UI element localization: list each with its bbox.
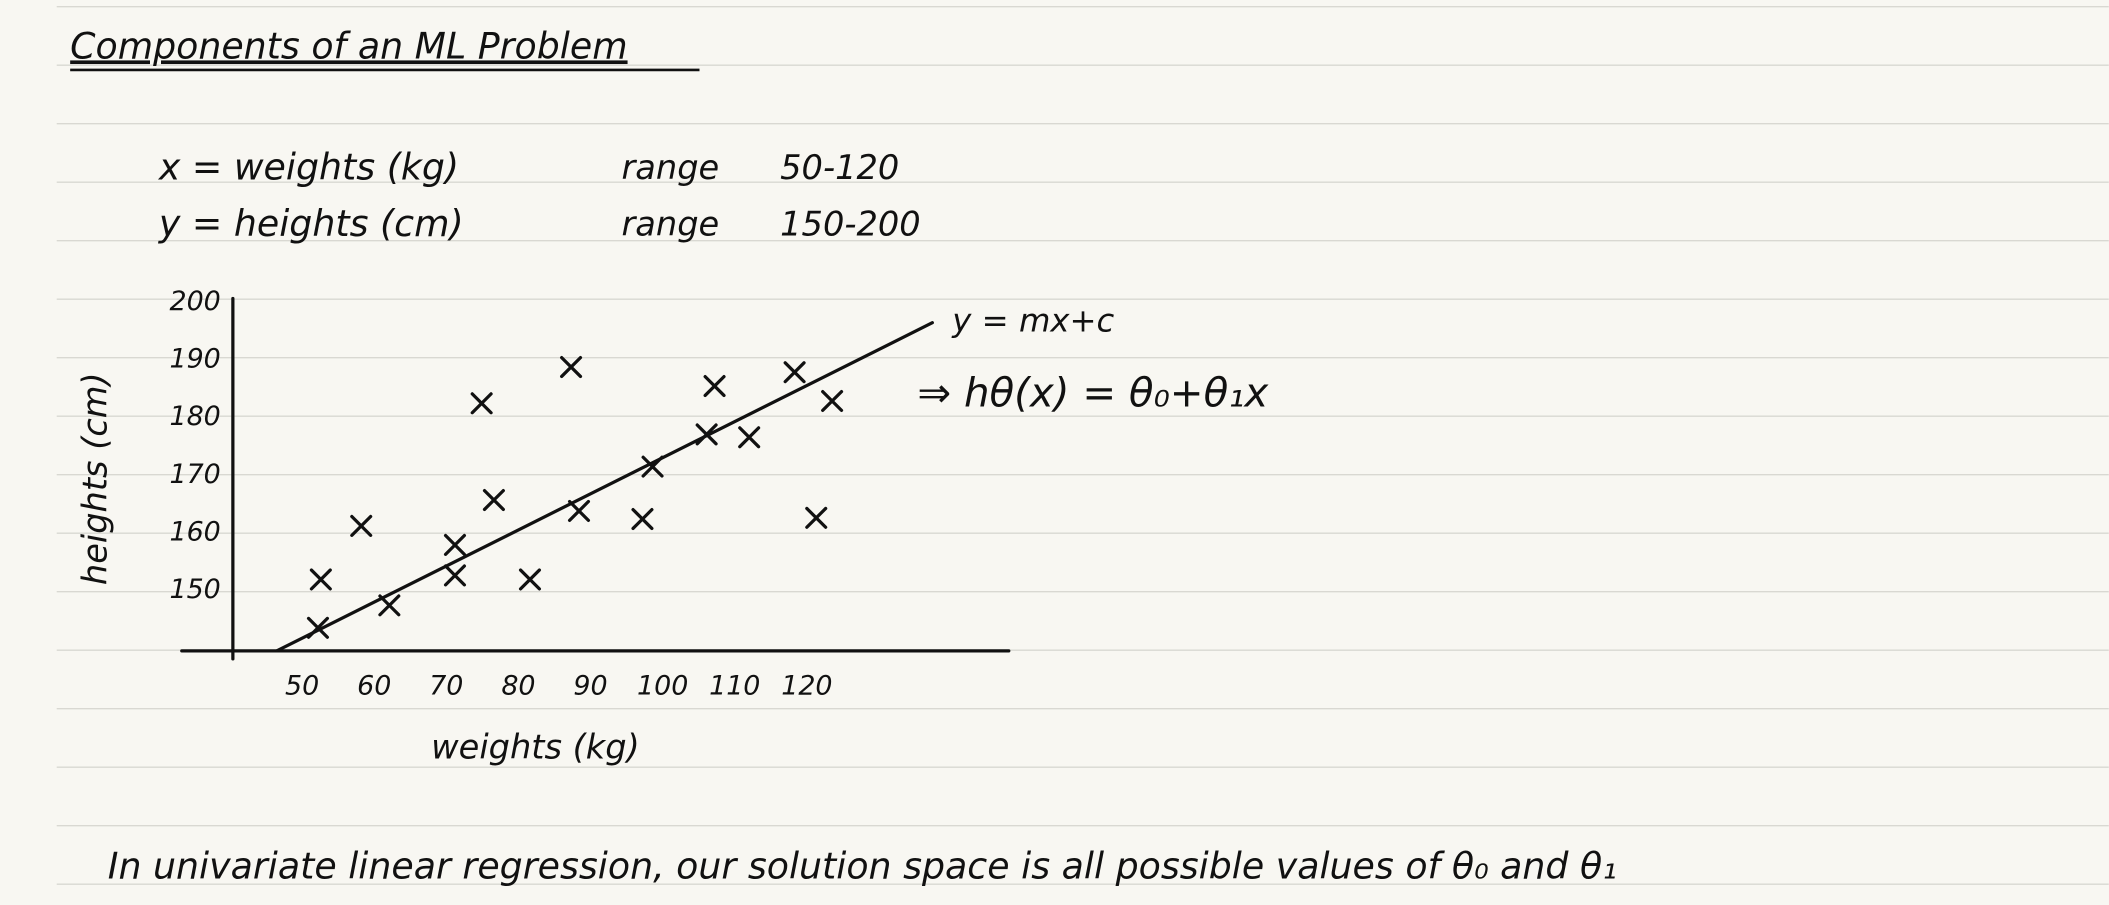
y-tick-label: 150 bbox=[169, 574, 220, 605]
data-point bbox=[443, 533, 466, 556]
y-tick-label: 190 bbox=[169, 344, 220, 375]
definition-range: 50-120 bbox=[780, 148, 899, 187]
definition-range: 150-200 bbox=[780, 204, 920, 243]
data-point bbox=[470, 392, 493, 415]
definition-variable: x = weights (kg) bbox=[158, 145, 459, 188]
definition-range-word: range bbox=[621, 204, 719, 243]
data-point bbox=[738, 426, 761, 449]
y-tick-label: 170 bbox=[169, 459, 220, 490]
x-axis-label: weights (kg) bbox=[431, 728, 640, 767]
data-point bbox=[309, 568, 332, 591]
ruled-lines bbox=[56, 6, 2109, 885]
data-point bbox=[631, 507, 654, 531]
data-point bbox=[378, 594, 401, 617]
data-point bbox=[482, 488, 505, 512]
x-tick-label: 90 bbox=[573, 671, 607, 702]
x-tick-label: 80 bbox=[501, 671, 535, 702]
scatter-chart: 50 60 70 80 90 100 110 120 150 160 170 180 190 200 wei… bbox=[76, 286, 1115, 766]
x-tick-label: 50 bbox=[285, 671, 319, 702]
data-point bbox=[783, 361, 806, 384]
data-point bbox=[306, 616, 329, 639]
definition-range-word: range bbox=[621, 148, 719, 187]
data-point bbox=[695, 423, 718, 446]
data-point bbox=[560, 356, 583, 379]
x-tick-label: 100 bbox=[637, 671, 688, 702]
data-point bbox=[443, 564, 466, 587]
data-point bbox=[350, 514, 373, 537]
hypothesis: ⇒ hθ(x) = θ₀+θ₁x bbox=[917, 369, 1269, 416]
x-tick-label: 60 bbox=[357, 671, 391, 702]
data-point bbox=[641, 455, 664, 478]
fit-line-label: y = mx+c bbox=[951, 302, 1114, 340]
data-point bbox=[703, 375, 726, 398]
data-point bbox=[518, 568, 541, 591]
y-tick-label: 180 bbox=[169, 401, 220, 432]
y-axis-label: heights (cm) bbox=[76, 372, 115, 585]
data-point bbox=[805, 506, 828, 529]
footer-text: In univariate linear regression, our sol… bbox=[108, 845, 1617, 888]
data-point bbox=[821, 389, 844, 413]
y-tick-label: 160 bbox=[169, 516, 220, 547]
definition-variable: y = heights (cm) bbox=[158, 202, 464, 245]
x-tick-label: 110 bbox=[709, 671, 760, 702]
fit-line bbox=[275, 321, 934, 653]
x-tick-label: 120 bbox=[781, 671, 832, 702]
x-tick-label: 70 bbox=[429, 671, 463, 702]
y-tick-label: 200 bbox=[169, 286, 220, 317]
heading: Components of an ML Problem bbox=[70, 24, 627, 67]
data-point bbox=[567, 499, 591, 522]
